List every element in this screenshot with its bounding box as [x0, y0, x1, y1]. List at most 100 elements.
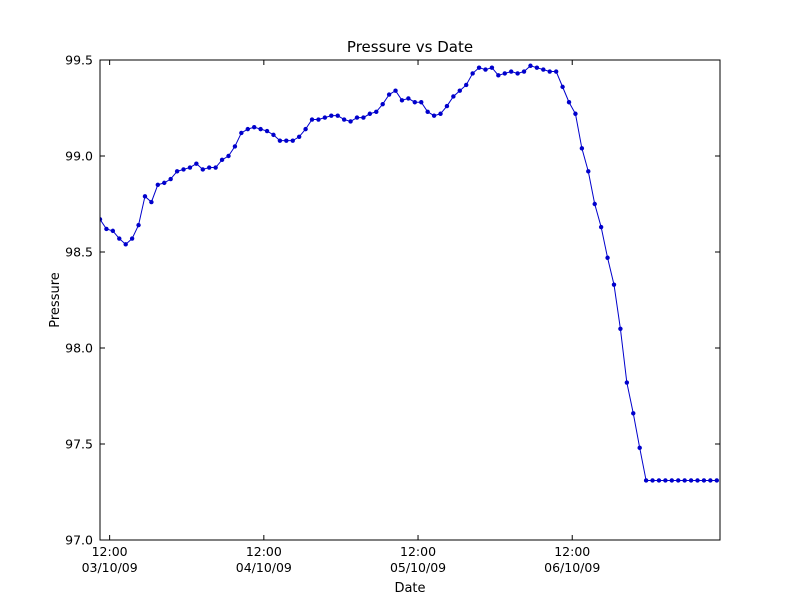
data-point — [643, 478, 649, 483]
x-axis-label: Date — [394, 581, 425, 596]
data-point — [412, 100, 418, 105]
data-point — [688, 478, 694, 483]
data-point — [329, 113, 334, 118]
y-axis-label: Pressure — [48, 272, 63, 328]
data-point — [239, 130, 244, 136]
data-point — [534, 65, 540, 70]
data-point — [129, 236, 135, 241]
data-point — [232, 144, 238, 149]
plot-frame — [99, 59, 721, 541]
data-point — [162, 180, 167, 186]
data-point — [663, 478, 668, 483]
series-line — [100, 65, 717, 481]
chart-title: Pressure vs Date — [347, 38, 473, 56]
data-point — [566, 100, 572, 105]
data-point — [309, 117, 315, 122]
data-point — [335, 113, 340, 118]
data-point — [631, 411, 636, 416]
data-point — [541, 67, 546, 72]
data-point — [290, 138, 295, 143]
data-point — [483, 67, 488, 72]
data-point — [656, 478, 662, 483]
data-point — [393, 88, 398, 93]
data-point — [149, 199, 154, 205]
y-tick-label: 98.0 — [65, 341, 93, 356]
data-point — [714, 478, 719, 483]
y-tick-label: 98.5 — [65, 245, 93, 260]
data-point — [521, 69, 527, 74]
series-layer — [100, 63, 719, 483]
data-point — [168, 176, 173, 182]
data-point — [219, 157, 225, 163]
data-point — [701, 478, 707, 483]
data-point — [374, 109, 379, 115]
x-tick-label-date: 06/10/09 — [544, 560, 600, 575]
data-point — [553, 69, 559, 74]
data-point — [508, 69, 514, 74]
data-point — [136, 222, 141, 228]
data-point — [464, 82, 469, 88]
data-point — [200, 167, 205, 172]
x-tick-label-date: 05/10/09 — [390, 560, 446, 575]
data-point — [226, 153, 231, 159]
data-point — [457, 88, 462, 93]
x-axis: 12:0003/10/0912:0004/10/0912:0005/10/091… — [82, 60, 600, 575]
data-point — [341, 117, 347, 122]
data-point — [367, 111, 373, 116]
data-point — [419, 100, 424, 105]
data-point — [117, 236, 122, 241]
data-point — [425, 109, 430, 115]
data-point — [303, 126, 308, 132]
data-point — [618, 326, 623, 331]
y-tick-label: 97.0 — [65, 533, 93, 548]
data-point — [438, 111, 443, 116]
data-point — [579, 146, 585, 151]
data-point — [502, 71, 507, 76]
data-point — [386, 92, 392, 97]
data-point — [207, 165, 212, 170]
data-point — [598, 224, 604, 230]
data-point — [174, 169, 180, 174]
data-point — [155, 182, 161, 187]
data-point — [406, 96, 411, 101]
data-point — [431, 113, 437, 118]
data-point — [528, 63, 533, 68]
y-tick-label: 97.5 — [65, 437, 93, 452]
data-point — [194, 161, 199, 166]
data-point — [676, 478, 681, 483]
x-tick-label-time: 12:00 — [92, 544, 128, 559]
x-tick-label-date: 03/10/09 — [82, 560, 138, 575]
data-point — [213, 165, 218, 170]
data-point — [669, 478, 675, 483]
data-point — [110, 228, 116, 234]
data-point — [451, 94, 456, 99]
data-point — [682, 478, 687, 483]
data-point — [296, 134, 302, 139]
data-point — [354, 115, 360, 120]
data-point — [181, 167, 186, 172]
data-point — [586, 169, 591, 174]
data-point — [322, 115, 328, 120]
y-axis: 97.0 97.5 98.0 98.5 99.0 99.5 — [65, 53, 720, 548]
data-point — [252, 125, 257, 130]
data-point — [380, 101, 385, 107]
data-point — [624, 380, 630, 385]
data-point — [277, 138, 283, 143]
data-point — [573, 111, 578, 116]
data-point — [348, 119, 353, 124]
data-point — [605, 255, 610, 260]
data-point — [560, 84, 565, 90]
data-point — [637, 445, 642, 451]
data-point — [444, 103, 450, 109]
data-point — [470, 71, 475, 76]
data-point — [245, 126, 250, 132]
data-point — [284, 138, 289, 143]
data-point — [515, 71, 520, 76]
data-point — [592, 201, 597, 207]
data-point — [361, 115, 366, 120]
data-point — [100, 217, 103, 222]
data-point — [650, 478, 655, 483]
data-point — [104, 226, 109, 232]
x-tick-label-time: 12:00 — [246, 544, 282, 559]
